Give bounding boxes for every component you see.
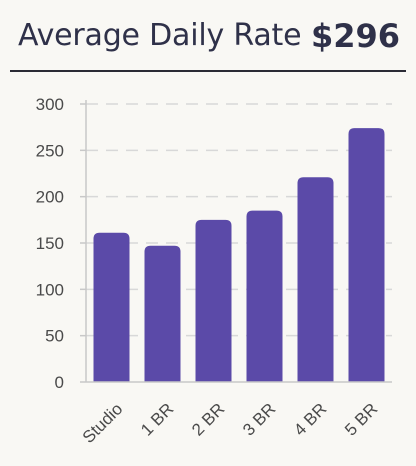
bar-studio bbox=[93, 232, 130, 382]
y-axis: 0 50 100 150 200 250 300 bbox=[36, 95, 87, 392]
x-tick-label: 2 BR bbox=[188, 399, 228, 439]
bar-3-br bbox=[246, 210, 283, 382]
x-axis: Studio 1 BR 2 BR 3 BR 4 BR 5 BR bbox=[79, 381, 392, 447]
bar-chart: 0 50 100 150 200 250 300 Studio 1 BR 2 BR 3 BR 4 B… bbox=[36, 95, 392, 447]
y-tick-label: 300 bbox=[36, 95, 64, 114]
x-tick-label: 5 BR bbox=[341, 399, 381, 439]
chart-title: Average Daily Rate bbox=[18, 18, 302, 53]
headline-value: $296 bbox=[310, 17, 400, 55]
x-tick-label: 3 BR bbox=[239, 399, 279, 439]
bar-5-br bbox=[348, 128, 385, 382]
y-tick-label: 200 bbox=[36, 188, 64, 207]
y-tick-label: 0 bbox=[55, 373, 64, 392]
x-tick-label: Studio bbox=[79, 399, 127, 447]
chart-header: Average Daily Rate $296 bbox=[10, 0, 406, 72]
bar-1-br bbox=[144, 245, 181, 382]
bar-2-br bbox=[195, 219, 232, 382]
x-tick-label: 4 BR bbox=[290, 399, 330, 439]
bar-4-br bbox=[297, 177, 334, 382]
bars bbox=[93, 128, 385, 382]
y-tick-label: 150 bbox=[36, 234, 64, 253]
y-tick-label: 100 bbox=[36, 280, 64, 299]
y-tick-label: 50 bbox=[45, 327, 64, 346]
x-tick-label: 1 BR bbox=[137, 399, 177, 439]
y-tick-label: 250 bbox=[36, 141, 64, 160]
grid-lines bbox=[86, 103, 392, 337]
